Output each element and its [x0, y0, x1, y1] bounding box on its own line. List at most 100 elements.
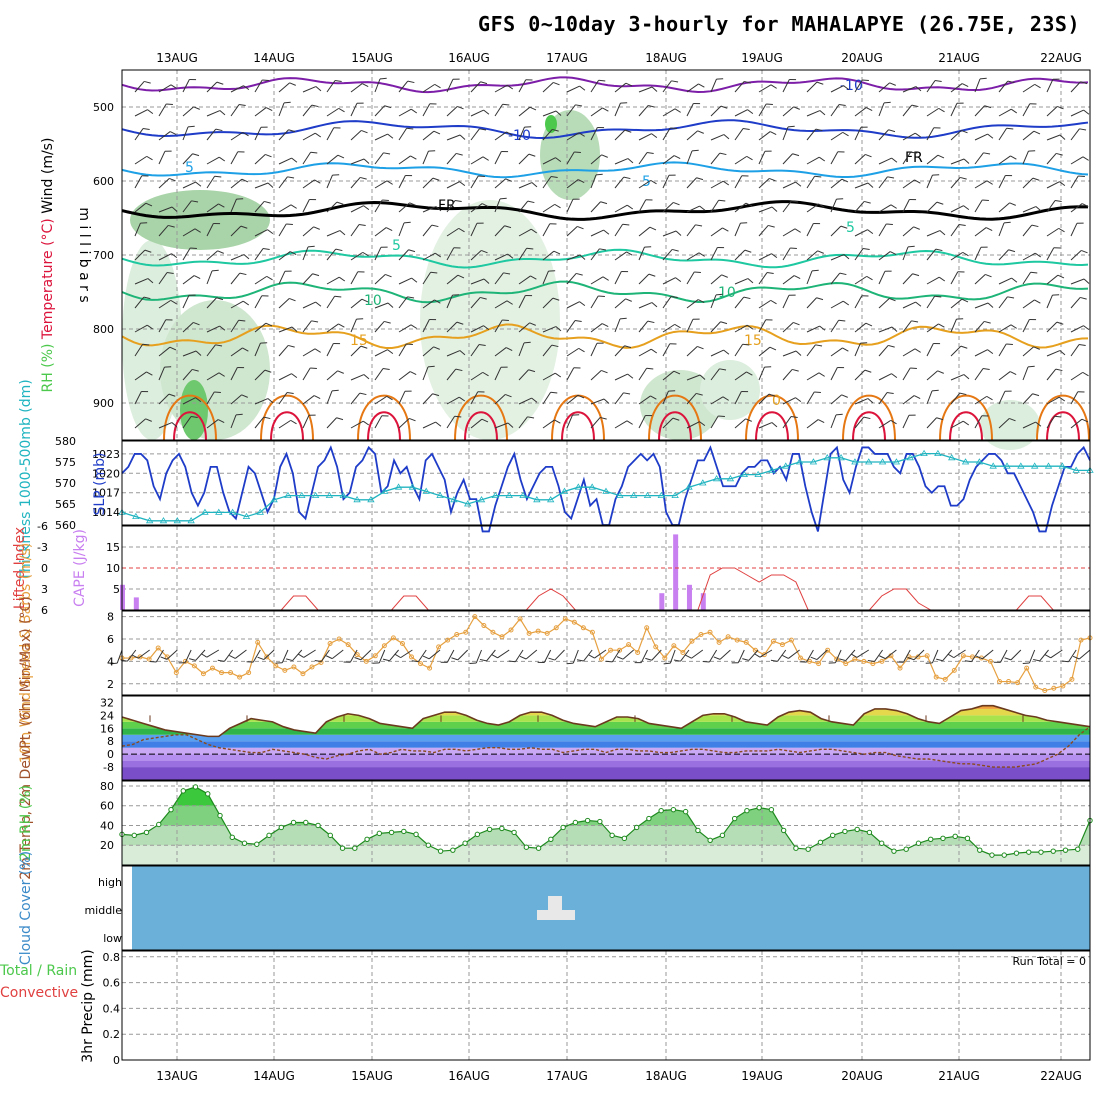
thickness-tick: 580 [55, 435, 76, 448]
wind-barb [302, 273, 320, 285]
barb-flag [178, 662, 186, 664]
surface-wind-barb [850, 649, 870, 658]
barb-shaft [734, 109, 748, 117]
wind-barb [758, 422, 778, 429]
barb-flag [651, 133, 658, 139]
barb-shaft [710, 105, 722, 117]
barb-shaft [878, 298, 890, 309]
barb-flag [740, 222, 748, 224]
wind-barb [590, 229, 610, 237]
barb-shaft [971, 649, 980, 662]
rh-marker [499, 825, 505, 832]
barb-flag [622, 223, 630, 226]
wind-barb [878, 157, 898, 165]
cape-ylabel: CAPE (J/kg) [72, 529, 88, 607]
barb-flag [428, 150, 436, 152]
barb-shaft [230, 178, 243, 189]
surface-wind-barb [879, 649, 897, 660]
barb-shaft [830, 131, 844, 141]
barb-shaft [158, 178, 170, 189]
barb-shaft [1022, 252, 1036, 261]
barb-flag [835, 413, 843, 416]
barb-shaft [470, 156, 484, 165]
temp-contour-25 [852, 411, 886, 441]
barb-flag [142, 128, 150, 131]
wind-barb [446, 134, 466, 141]
surface-wind-barb [451, 649, 469, 661]
surface-wind-barb [285, 649, 303, 662]
rh-marker [511, 829, 517, 836]
rh-marker [1026, 849, 1032, 855]
date-label-bottom: 18AUG [645, 1069, 687, 1083]
barb-flag [387, 133, 394, 139]
barb-flag [290, 204, 297, 209]
wind-barb [758, 177, 776, 189]
wind-speed-marker [1042, 688, 1048, 694]
barb-flag [550, 391, 558, 394]
wind-speed-marker [1033, 684, 1039, 690]
barb-shaft [902, 199, 910, 213]
barb-shaft [138, 649, 150, 659]
barb-flag [363, 374, 370, 380]
barb-flag [555, 110, 562, 116]
barb-flag [548, 657, 555, 661]
barb-shaft [158, 131, 171, 141]
surface-wind-barb [663, 649, 676, 665]
barb-flag [457, 105, 464, 110]
barb-flag [675, 277, 682, 283]
barb-flag [528, 153, 536, 157]
barb-flag [746, 371, 753, 376]
wind-barb [734, 175, 749, 189]
surface-wind-barb [731, 649, 745, 664]
barb-flag [838, 104, 846, 107]
barb-flag [627, 158, 634, 164]
barb-flag [508, 660, 516, 663]
barb-flag [219, 325, 226, 331]
wind-barb [902, 104, 919, 117]
barb-shaft [885, 649, 897, 660]
barb-flag [1076, 222, 1084, 224]
barb-shaft [446, 106, 458, 117]
barb-flag [267, 398, 274, 404]
barb-flag [1029, 103, 1037, 105]
wind-barb [710, 227, 729, 237]
barb-flag [931, 389, 939, 392]
barb-shaft [494, 225, 505, 237]
barb-flag [939, 230, 946, 236]
barb-shaft [446, 227, 460, 237]
barb-flag [262, 248, 270, 251]
wind-barb [614, 129, 632, 141]
thickness-marker [1003, 462, 1011, 469]
barb-flag [236, 198, 244, 200]
wind-speed-marker [318, 660, 324, 666]
barb-shaft [1068, 649, 1077, 663]
wind-barb [230, 367, 245, 381]
wind-barb [134, 343, 150, 357]
wind-barb [182, 181, 202, 189]
wind-barb [878, 204, 897, 213]
wind-barb [1046, 274, 1065, 285]
wind-barb [398, 324, 417, 333]
barb-shaft [166, 649, 178, 660]
barb-flag [331, 389, 339, 392]
barb-shaft [854, 229, 868, 237]
barb-flag [914, 132, 922, 138]
wind-barb [662, 277, 682, 285]
wind-barb [878, 344, 895, 357]
wind-tick: 8 [107, 611, 114, 624]
barb-shaft [230, 300, 244, 309]
barb-shaft [518, 182, 533, 189]
barb-flag [1004, 390, 1012, 392]
barb-shaft [638, 246, 645, 261]
barb-shaft [590, 398, 605, 405]
barb-shaft [542, 157, 556, 165]
barb-flag [384, 105, 392, 109]
barb-shaft [542, 391, 552, 405]
barb-shaft [590, 229, 604, 237]
barb-shaft [230, 104, 240, 117]
barb-shaft [254, 201, 265, 213]
precip-convective-label: Convective [0, 985, 78, 1001]
barb-shaft [374, 415, 383, 429]
thickness-marker [671, 491, 679, 498]
wind-barb [566, 151, 581, 165]
